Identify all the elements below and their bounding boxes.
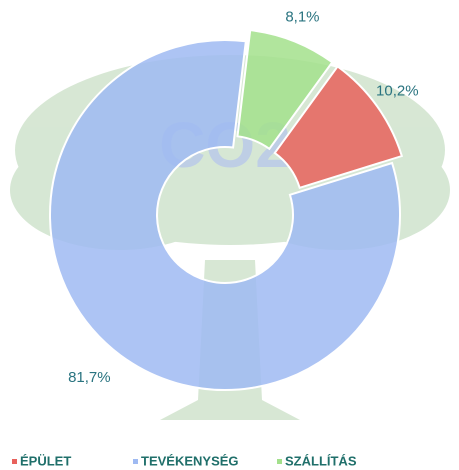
value-label: 81,7% bbox=[68, 369, 111, 386]
value-label: 8,1% bbox=[285, 9, 319, 26]
legend-label: TEVÉKENYSÉG bbox=[141, 453, 239, 468]
legend-label: ÉPÜLET bbox=[20, 453, 71, 468]
legend-marker bbox=[12, 459, 17, 464]
value-label: 10,2% bbox=[376, 82, 419, 99]
legend-marker bbox=[277, 459, 282, 464]
slice bbox=[236, 28, 334, 151]
slice bbox=[273, 65, 404, 190]
legend-label: SZÁLLÍTÁS bbox=[285, 453, 357, 468]
slice bbox=[49, 39, 401, 391]
legend-marker bbox=[133, 459, 138, 464]
